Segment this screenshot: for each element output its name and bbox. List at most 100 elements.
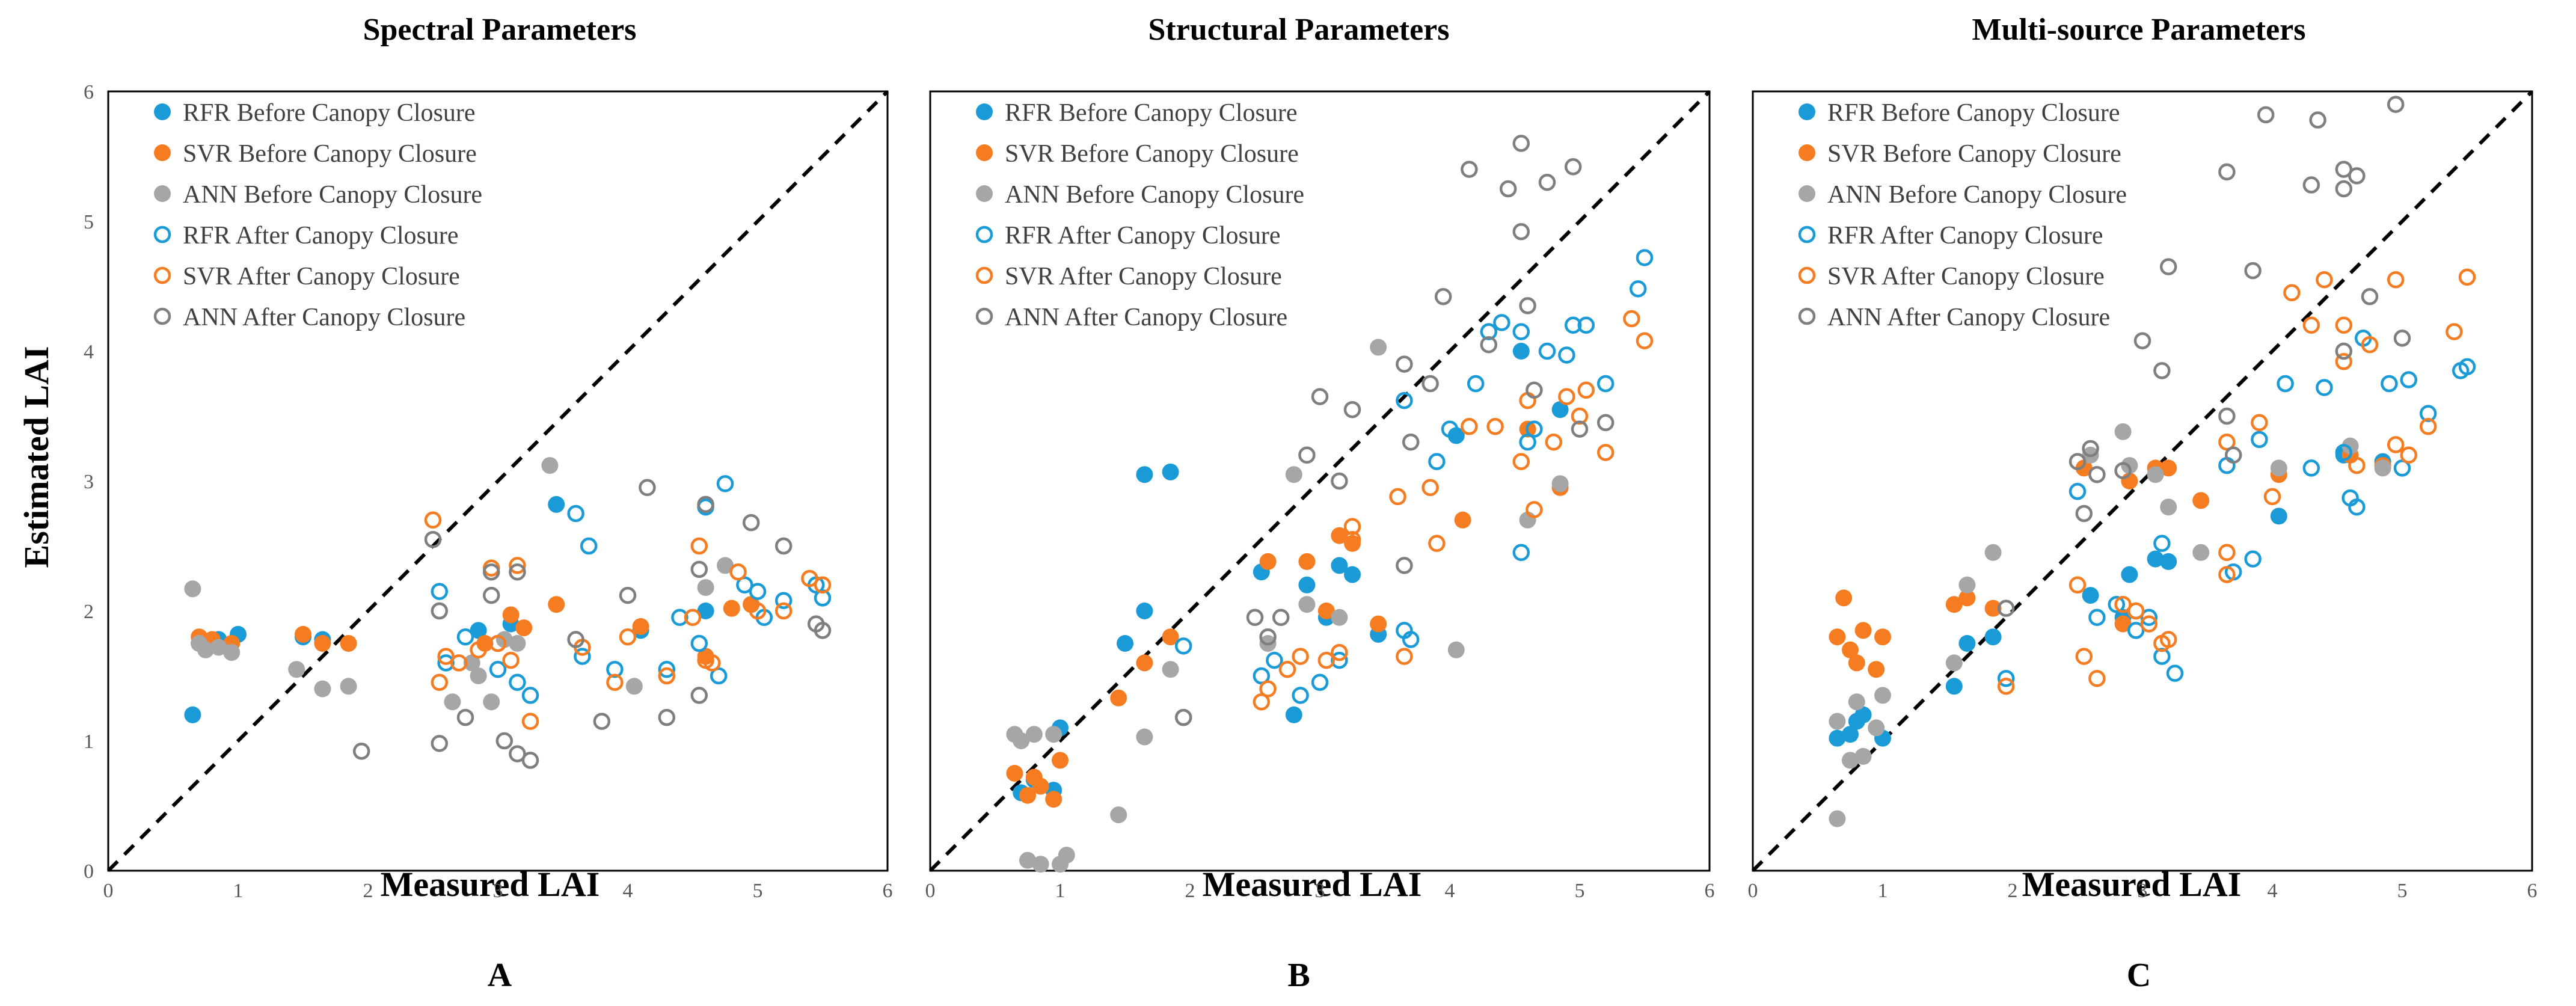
data-point (1428, 535, 1446, 552)
data-point (1512, 544, 1530, 562)
series-svr-after (424, 511, 832, 730)
data-point (574, 648, 591, 665)
data-point (1025, 726, 1043, 743)
data-point (1512, 453, 1530, 470)
data-point (2075, 505, 2093, 523)
data-point (1136, 654, 1153, 672)
data-point (1331, 527, 1348, 544)
data-point (340, 635, 357, 652)
data-point (2088, 609, 2106, 627)
series-ann-before (184, 457, 734, 711)
data-point (2153, 535, 2171, 552)
data-point (606, 660, 624, 678)
data-point (1551, 475, 1569, 492)
data-point (1019, 851, 1036, 869)
data-point (2400, 371, 2418, 388)
data-point (489, 634, 507, 652)
data-point (1019, 787, 1036, 804)
data-point (774, 592, 793, 609)
data-point (431, 673, 449, 692)
x-tick-label: 1 (1878, 880, 1888, 902)
data-point (2147, 466, 2164, 483)
data-point (1636, 249, 1654, 266)
data-point (749, 583, 767, 600)
data-point (1331, 609, 1348, 626)
data-point (619, 586, 637, 604)
legend-marker (1799, 144, 1815, 161)
data-point (606, 673, 624, 692)
data-point (774, 602, 793, 620)
data-point (1997, 670, 2015, 687)
data-point (2387, 271, 2405, 289)
data-point (431, 583, 449, 600)
y-tick-label: 6 (84, 81, 94, 103)
one-to-one-line (106, 90, 889, 873)
data-point (619, 628, 637, 646)
data-point (1842, 641, 1859, 658)
data-point (2127, 602, 2145, 620)
data-point (1829, 810, 1846, 827)
data-point (1259, 553, 1277, 570)
data-point (1480, 323, 1498, 340)
y-axis-title: Estimated LAI (17, 346, 56, 568)
data-point (1868, 719, 1885, 737)
data-point (697, 579, 714, 597)
data-point (697, 648, 714, 665)
data-point (593, 713, 611, 730)
data-point (1298, 446, 1316, 464)
data-point (1984, 628, 2002, 646)
data-point (567, 631, 584, 648)
data-point (1447, 641, 1465, 658)
data-point (1577, 316, 1595, 334)
x-tick-label: 2 (363, 880, 373, 902)
data-point (541, 457, 559, 474)
data-point (671, 609, 688, 627)
series-rfr-after (1174, 249, 1654, 704)
legend-marker (976, 185, 993, 202)
data-point (1396, 557, 1413, 574)
legend-label: ANN Before Canopy Closure (1827, 181, 2127, 209)
data-point (1013, 732, 1030, 749)
plot-area: 0 1 2 3 4 5 6 RFR Before Canopy Closure SVR Befo… (925, 90, 1715, 902)
data-point (2108, 595, 2126, 613)
data-point (1538, 342, 1556, 360)
data-point (2361, 336, 2379, 354)
data-point (2082, 587, 2099, 604)
data-point (509, 563, 526, 581)
data-point (1629, 280, 1647, 298)
data-point (1545, 433, 1563, 451)
data-point (2277, 375, 2294, 393)
data-point (1945, 596, 1963, 613)
legend-label: RFR Before Canopy Closure (183, 99, 475, 127)
data-point (2348, 456, 2366, 474)
data-point (2270, 459, 2287, 477)
data-point (1117, 635, 1133, 652)
x-tick-label: 0 (1748, 880, 1758, 902)
data-point (1461, 161, 1478, 178)
data-point (1396, 391, 1413, 409)
data-point (716, 475, 734, 492)
legend-label: ANN Before Canopy Closure (183, 181, 482, 209)
data-point (2218, 163, 2236, 181)
data-point (1162, 463, 1179, 480)
data-point (2218, 407, 2236, 425)
data-point (2387, 96, 2405, 113)
data-point (1577, 381, 1595, 399)
data-point (2257, 106, 2275, 124)
data-point (2348, 167, 2366, 185)
data-point (2393, 330, 2411, 347)
data-point (2335, 444, 2353, 461)
data-point (1389, 488, 1406, 506)
data-point (482, 563, 500, 581)
data-point (1512, 343, 1530, 360)
data-point (1331, 643, 1348, 661)
data-point (2309, 111, 2326, 129)
data-point (2160, 553, 2177, 570)
legend-label: RFR After Canopy Closure (1005, 222, 1281, 250)
panel-letter: A (488, 957, 512, 994)
data-point (774, 537, 793, 555)
x-tick-label: 3 (2138, 880, 2148, 902)
data-point (521, 687, 539, 704)
data-point (1402, 631, 1420, 648)
